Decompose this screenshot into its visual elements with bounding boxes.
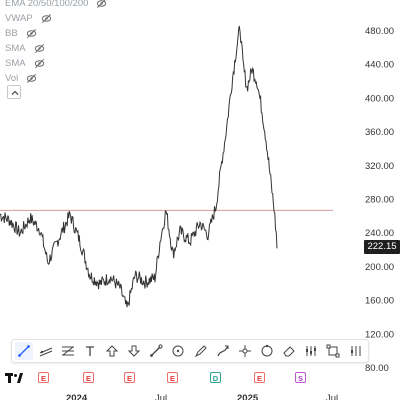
indicator-label: EMA 20/50/100/200 (5, 0, 89, 9)
layout-tool[interactable] (346, 342, 364, 360)
indicator-label: SMA (5, 58, 26, 69)
price-tick-label: 240.00 (365, 228, 394, 239)
indicator-label: BB (5, 28, 18, 39)
measure-tool[interactable] (169, 342, 187, 360)
price-tick-label: 160.00 (365, 296, 394, 307)
price-tick-label: 200.00 (365, 262, 394, 273)
event-marker[interactable]: E (254, 372, 265, 383)
arrow-down-tool[interactable] (125, 342, 143, 360)
price-axis: 480.00 440.00 400.00 360.00 320.00 280.00 240.… (365, 26, 394, 374)
indicator-row[interactable]: SMA (0, 41, 160, 56)
parallel-channel-icon (39, 347, 53, 357)
visibility-hidden-icon[interactable] (41, 13, 52, 24)
circle-icon (261, 344, 273, 357)
price-series (0, 25, 278, 308)
text-icon (86, 346, 95, 356)
arrow-down-icon (128, 345, 141, 357)
trend-line-tool[interactable] (15, 342, 33, 360)
visibility-hidden-icon[interactable] (34, 58, 45, 69)
highlighter-tool[interactable] (214, 342, 232, 360)
trend-line-icon (18, 345, 30, 357)
visibility-hidden-icon[interactable] (26, 73, 37, 84)
circle-tool[interactable] (258, 342, 276, 360)
indicators-icon (305, 346, 316, 356)
event-marker[interactable]: D (210, 372, 221, 383)
price-tick-label: 400.00 (365, 93, 394, 104)
price-tick-label: 320.00 (365, 161, 394, 172)
indicator-label: SMA (5, 43, 26, 54)
indicator-label: Vol (5, 73, 19, 84)
highlighter-icon (216, 345, 229, 357)
visibility-hidden-icon[interactable] (34, 43, 45, 54)
event-marker[interactable]: E (38, 372, 49, 383)
price-tick-label: 120.00 (365, 329, 394, 340)
visibility-hidden-icon[interactable] (96, 0, 107, 9)
parallel-channel-tool[interactable] (37, 342, 55, 360)
price-tick-label: 80.00 (365, 363, 389, 374)
arrow-up-icon (106, 345, 119, 357)
fullscreen-tool[interactable] (324, 342, 342, 360)
indicator-label: VWAP (5, 13, 33, 24)
crosshair-icon (238, 345, 251, 357)
pen-icon (194, 345, 207, 358)
measure-icon (172, 345, 184, 357)
layout-icon (350, 346, 361, 356)
current-price-label: 222.15 (364, 240, 400, 254)
fib-retracement-tool[interactable] (59, 342, 77, 360)
fullscreen-icon (326, 344, 340, 358)
tradingview-logo-icon (5, 371, 23, 383)
eraser-icon (283, 346, 295, 357)
brush-icon (150, 344, 163, 357)
event-marker[interactable]: E (167, 372, 178, 383)
indicator-row[interactable]: EMA 20/50/100/200 (0, 0, 160, 11)
eraser-tool[interactable] (280, 342, 298, 360)
arrow-up-tool[interactable] (103, 342, 121, 360)
indicators-tool[interactable] (302, 342, 320, 360)
event-marker[interactable]: E (124, 372, 135, 383)
price-tick-label: 440.00 (365, 60, 394, 71)
event-marker[interactable]: S (295, 372, 306, 383)
indicator-row[interactable]: Vol (0, 71, 160, 86)
indicator-row[interactable]: SMA (0, 56, 160, 71)
drawing-toolbar (11, 339, 369, 363)
collapse-legend-button[interactable] (7, 85, 21, 99)
time-tick-label: Jul (155, 393, 168, 400)
price-tick-label: 480.00 (365, 26, 394, 37)
pen-tool[interactable] (192, 342, 210, 360)
visibility-hidden-icon[interactable] (26, 28, 37, 39)
time-tick-label: 2024 (66, 393, 88, 400)
indicator-row[interactable]: BB (0, 26, 160, 41)
indicator-row[interactable]: VWAP (0, 11, 160, 26)
text-tool[interactable] (81, 342, 99, 360)
event-marker[interactable]: E (83, 372, 94, 383)
price-tick-label: 360.00 (365, 127, 394, 138)
fib-retracement-icon (62, 346, 75, 356)
time-tick-label: 2025 (237, 393, 259, 400)
brush-tool[interactable] (147, 342, 165, 360)
crosshair-tool[interactable] (236, 342, 254, 360)
time-tick-label: Jul (326, 393, 339, 400)
price-tick-label: 280.00 (365, 195, 394, 206)
indicator-legend: EMA 20/50/100/200 VWAP BB SMA SMA Vol (0, 0, 160, 86)
